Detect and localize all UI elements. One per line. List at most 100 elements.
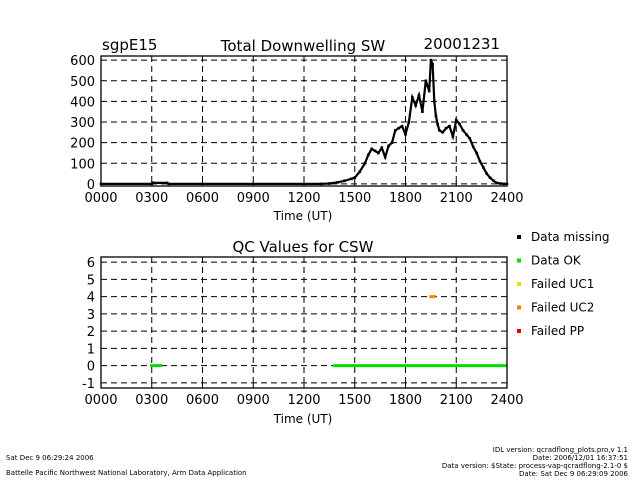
shortwave-data-point (485, 172, 488, 175)
shortwave-data-point (377, 151, 380, 155)
shortwave-data-point (461, 129, 465, 132)
shortwave-data-point (438, 129, 441, 132)
shortwave-data-point (363, 162, 367, 165)
y-tick-label: 0 (87, 360, 95, 375)
x-tick-label: 0600 (186, 393, 219, 408)
x-tick-label: 0900 (237, 393, 270, 408)
shortwave-chart-title: Total Downwelling SW (220, 37, 386, 55)
qc-plot-frame (100, 256, 508, 389)
shortwave-data-point (468, 137, 472, 140)
x-tick-label: 0600 (186, 191, 219, 206)
legend-marker (517, 235, 521, 239)
footer-data-version: Data version: $State: process-vap-qcradf… (442, 462, 628, 470)
qc-x-tick-labels: 0000 0300 0600 0900 1200 1500 1800 2100 2400 (84, 393, 523, 408)
shortwave-data-point (471, 145, 475, 149)
shortwave-data-point (353, 176, 356, 179)
y-tick-label: 1 (87, 342, 95, 357)
shortwave-data-point (343, 179, 346, 183)
shortwave-data-point (448, 124, 451, 128)
shortwave-data-point (482, 166, 485, 169)
shortwave-data-point (150, 182, 153, 186)
x-tick-label: 0300 (135, 393, 168, 408)
shortwave-data-point (431, 63, 434, 66)
shortwave-data-point (441, 131, 444, 134)
y-tick-label: 5 (87, 273, 95, 288)
shortwave-data-point (400, 124, 404, 128)
shortwave-x-axis-label: Time (UT) (273, 209, 333, 223)
shortwave-data-point (495, 181, 499, 185)
footer-data-date: Date: Sat Dec 9 06:29:09 2006 (519, 470, 628, 478)
y-tick-label: 3 (87, 308, 95, 323)
shortwave-data-point (502, 182, 505, 186)
shortwave-data-point (328, 182, 331, 185)
shortwave-data-point (429, 58, 433, 62)
shortwave-data-point (454, 118, 458, 122)
footer: Sat Dec 9 06:29:24 2006 Battelle Pacific… (6, 446, 629, 478)
y-tick-label: 2 (87, 325, 95, 340)
legend-entry: Data OK (531, 254, 582, 268)
shortwave-panel: sgpE15 Total Downwelling SW 20001231 000… (70, 35, 523, 223)
qc-legend: Data missing Data OK Failed UC1 Failed UC2 F… (517, 230, 610, 338)
shortwave-data-point (397, 126, 400, 130)
shortwave-data-point (152, 181, 155, 185)
shortwave-data-point (373, 149, 377, 153)
y-tick-label: 600 (70, 54, 95, 69)
shortwave-data-point (465, 133, 468, 136)
y-tick-label: -1 (82, 377, 95, 392)
x-tick-label: 0300 (135, 191, 168, 206)
qc-panel: QC Values for CSW 0000 0300 0600 0900 1200 15… (82, 230, 610, 426)
y-tick-label: 200 (70, 137, 95, 152)
shortwave-data-point (383, 155, 387, 159)
shortwave-data-point (367, 153, 370, 157)
y-tick-label: 6 (87, 256, 95, 271)
legend-marker (517, 305, 521, 310)
shortwave-data-point (411, 96, 414, 99)
shortwave-y-tick-labels: 0 100 200 300 400 500 600 (70, 54, 95, 193)
y-tick-label: 500 (70, 75, 95, 90)
shortwave-data-point (167, 182, 170, 186)
x-tick-label: 2400 (490, 393, 523, 408)
qc-y-tick-labels: -1 0 1 2 3 4 5 6 (82, 256, 95, 392)
x-tick-label: 1200 (287, 393, 320, 408)
shortwave-data-point (404, 133, 407, 136)
shortwave-data-point (444, 126, 448, 130)
y-tick-label: 300 (70, 116, 95, 131)
x-tick-label: 0000 (84, 393, 117, 408)
shortwave-data-point (165, 181, 169, 185)
footer-idl-date: Date: 2006/12/01 16:37:51 (533, 454, 628, 462)
legend-marker (517, 258, 521, 263)
x-tick-label: 0000 (84, 191, 117, 206)
x-tick-label: 0900 (237, 191, 270, 206)
shortwave-data-point (427, 89, 431, 93)
site-label: sgpE15 (102, 36, 157, 54)
shortwave-data-point (387, 144, 390, 148)
shortwave-data-point (478, 159, 482, 163)
shortwave-data-point (394, 129, 397, 132)
shortwave-data-point (336, 181, 340, 184)
shortwave-data-point (458, 122, 461, 126)
shortwave-data-point (451, 135, 455, 138)
shortwave-grid (100, 56, 508, 186)
shortwave-data-point (424, 79, 428, 83)
x-tick-label: 1200 (287, 191, 320, 206)
x-tick-label: 2400 (490, 191, 523, 206)
shortwave-x-tick-labels: 0000 0300 0600 0900 1200 1500 1800 2100 2400 (84, 191, 523, 206)
x-tick-label: 2100 (440, 191, 473, 206)
shortwave-data-point (488, 176, 492, 179)
shortwave-data-point (380, 146, 384, 150)
qc-x-axis-label: Time (UT) (273, 412, 333, 426)
shortwave-series-line (101, 59, 507, 185)
date-label: 20001231 (424, 35, 500, 53)
legend-entry: Failed UC2 (531, 301, 594, 315)
legend-marker (517, 329, 521, 333)
y-tick-label: 4 (87, 291, 95, 306)
x-tick-label: 1800 (389, 393, 422, 408)
legend-entry: Failed PP (531, 324, 584, 338)
x-tick-label: 1800 (389, 191, 422, 206)
shortwave-data-point (492, 179, 495, 183)
legend-marker (517, 282, 521, 286)
shortwave-data-point (414, 104, 417, 107)
shortwave-data-point (433, 100, 436, 103)
shortwave-data-points (99, 58, 509, 186)
